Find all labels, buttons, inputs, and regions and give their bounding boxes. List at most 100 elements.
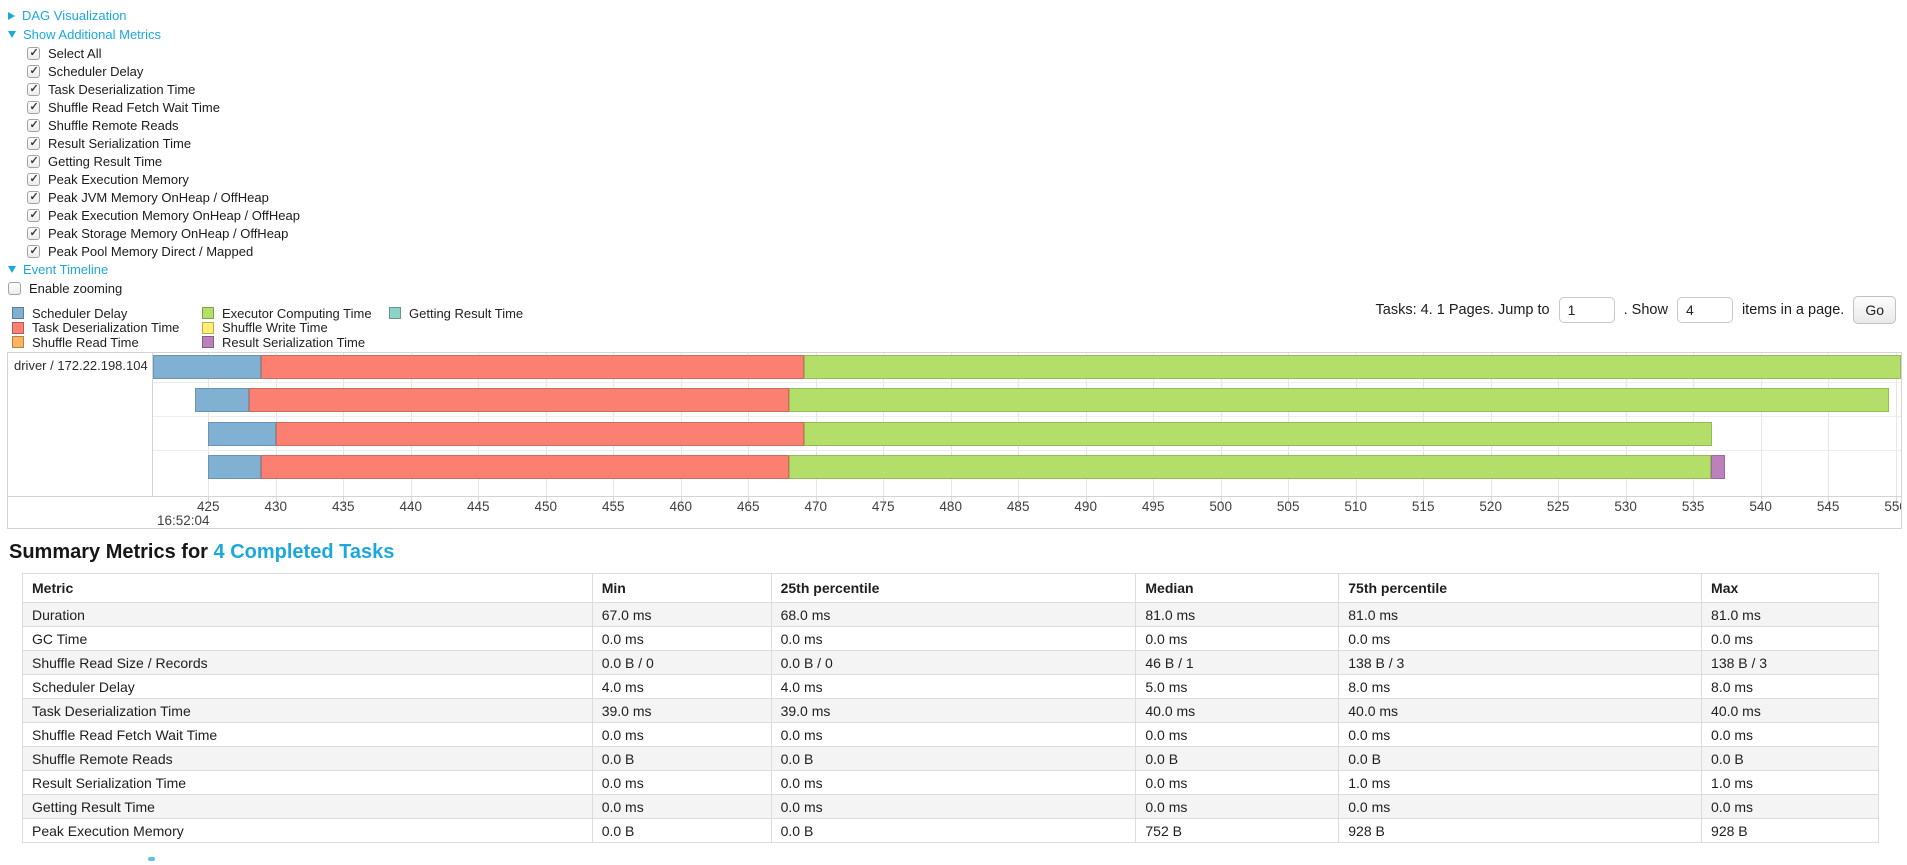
- event-timeline-link[interactable]: Event Timeline: [23, 262, 109, 277]
- timeline-task-segment-task-deserialization[interactable]: [261, 354, 804, 379]
- timeline-task-segment-scheduler-delay[interactable]: [194, 388, 249, 412]
- axis-tick-label: 440: [399, 499, 423, 514]
- metric-checkbox[interactable]: [27, 82, 40, 96]
- metric-checkbox[interactable]: [27, 46, 40, 60]
- go-button[interactable]: Go: [1853, 296, 1896, 324]
- summary-column-header: Min: [591, 573, 772, 603]
- summary-metrics-title: Summary Metrics for 4 Completed Tasks: [9, 541, 394, 564]
- axis-tick-label: 525: [1546, 499, 1570, 514]
- event-timeline-toggle[interactable]: Event Timeline: [8, 260, 300, 279]
- summary-cell: 0.0 ms: [591, 722, 772, 747]
- metric-checkbox-row: Peak Execution Memory OnHeap / OffHeap: [27, 206, 300, 224]
- metric-checkbox[interactable]: [27, 172, 40, 186]
- axis-tick-label: 545: [1816, 499, 1840, 514]
- jump-to-page-input[interactable]: [1558, 297, 1615, 323]
- timeline-task-segment-task-deserialization[interactable]: [248, 388, 789, 412]
- metric-checkbox[interactable]: [27, 118, 40, 132]
- timeline-task-segment-executor-computing[interactable]: [788, 455, 1711, 479]
- metric-checkbox[interactable]: [27, 64, 40, 78]
- summary-column-header: 25th percentile: [770, 573, 1137, 603]
- timeline-task-segment-task-deserialization[interactable]: [261, 455, 789, 479]
- show-additional-metrics-toggle[interactable]: Show Additional Metrics: [8, 25, 300, 44]
- items-per-page-input[interactable]: [1676, 297, 1733, 323]
- summary-column-header: Metric: [22, 573, 593, 603]
- summary-cell: 0.0 ms: [770, 794, 1137, 819]
- summary-metrics-table: Metric Min 25th percentile Median 75th perce…: [22, 573, 1879, 843]
- legend-item: Shuffle Read Time: [12, 335, 202, 350]
- summary-cell: 81.0 ms: [1338, 602, 1703, 627]
- axis-tick-label: 515: [1411, 499, 1435, 514]
- summary-cell: Getting Result Time: [22, 794, 593, 819]
- summary-cell: 0.0 ms: [1701, 794, 1879, 819]
- timeline-task-segment-scheduler-delay[interactable]: [153, 354, 261, 379]
- metric-checkbox[interactable]: [27, 226, 40, 240]
- axis-tick-label: 435: [332, 499, 355, 514]
- metric-checkbox-row: Task Deserialization Time: [27, 80, 300, 98]
- summary-cell: 0.0 B: [1135, 746, 1340, 771]
- row-separator: [153, 416, 1901, 417]
- summary-cell: 1.0 ms: [1338, 770, 1703, 795]
- summary-cell: 0.0 B: [770, 746, 1137, 771]
- timeline-task-segment-executor-computing[interactable]: [788, 388, 1889, 412]
- summary-cell: 0.0 ms: [1338, 794, 1703, 819]
- axis-tick: [1558, 497, 1560, 507]
- summary-cell: Task Deserialization Time: [22, 698, 593, 723]
- timeline-task-segment-scheduler-delay[interactable]: [208, 455, 261, 479]
- axis-tick-label: 450: [534, 499, 558, 514]
- metric-checkbox-row: Scheduler Delay: [27, 62, 300, 80]
- axis-tick: [1895, 497, 1897, 507]
- summary-table-header-row: Metric Min 25th percentile Median 75th perce…: [22, 573, 1879, 603]
- summary-cell: 5.0 ms: [1135, 674, 1340, 699]
- timeline-task-segment-executor-computing[interactable]: [803, 354, 1901, 379]
- axis-tick: [275, 497, 277, 507]
- metric-checkbox[interactable]: [27, 100, 40, 114]
- metric-checkbox[interactable]: [27, 154, 40, 168]
- show-additional-metrics-link[interactable]: Show Additional Metrics: [23, 27, 162, 42]
- completed-tasks-link[interactable]: 4 Completed Tasks: [213, 541, 395, 563]
- metric-checkbox[interactable]: [27, 208, 40, 222]
- summary-cell: 46 B / 1: [1135, 650, 1340, 675]
- axis-tick-label: 490: [1074, 499, 1097, 514]
- enable-zooming-checkbox[interactable]: [8, 281, 21, 295]
- summary-cell: 0.0 B: [591, 746, 772, 771]
- axis-tick-label: 460: [669, 499, 693, 514]
- summary-cell: 8.0 ms: [1338, 674, 1703, 699]
- legend-swatch: [202, 336, 214, 349]
- dag-visualization-link[interactable]: DAG Visualization: [22, 8, 127, 23]
- timeline-task-segment-scheduler-delay[interactable]: [208, 421, 276, 446]
- summary-cell: Result Serialization Time: [22, 770, 593, 795]
- axis-tick: [343, 497, 345, 507]
- axis-tick-label: 445: [467, 499, 490, 514]
- metric-checkbox-label: Shuffle Remote Reads: [48, 117, 179, 133]
- metric-checkbox[interactable]: [27, 190, 40, 204]
- timeline-legend: Scheduler Delay Task Deserialization Time…: [12, 306, 523, 350]
- summary-table-row: Shuffle Read Fetch Wait Time 0.0 ms 0.0 ms…: [22, 722, 1879, 747]
- axis-tick: [208, 497, 210, 507]
- axis-tick: [1220, 497, 1222, 507]
- timeline-task-segment-executor-computing[interactable]: [803, 421, 1712, 446]
- legend-label: Getting Result Time: [409, 305, 524, 321]
- legend-item: Task Deserialization Time: [12, 320, 202, 335]
- summary-cell: 40.0 ms: [1338, 698, 1703, 723]
- pagination-show-text: . Show: [1623, 302, 1668, 318]
- summary-cell: 0.0 ms: [591, 794, 772, 819]
- summary-cell: 752 B: [1135, 818, 1340, 843]
- metric-checkbox[interactable]: [27, 244, 40, 258]
- summary-cell: 40.0 ms: [1135, 698, 1340, 723]
- axis-tick-label: 475: [871, 499, 895, 514]
- summary-cell: 0.0 B / 0: [770, 650, 1137, 675]
- timeline-task-segment-result-serialization[interactable]: [1710, 455, 1726, 479]
- legend-label: Scheduler Delay: [32, 305, 128, 321]
- legend-swatch: [389, 307, 401, 320]
- legend-column: Getting Result Time: [389, 306, 523, 350]
- axis-tick-label: 480: [939, 499, 962, 514]
- dag-visualization-toggle[interactable]: DAG Visualization: [8, 6, 300, 25]
- legend-swatch: [202, 321, 214, 334]
- axis-tick-label: 540: [1749, 499, 1772, 514]
- summary-cell: GC Time: [22, 626, 593, 651]
- gridline: [1760, 353, 1762, 496]
- summary-cell: 0.0 ms: [591, 626, 772, 651]
- timeline-task-segment-task-deserialization[interactable]: [275, 421, 804, 446]
- axis-tick: [815, 497, 817, 507]
- metric-checkbox[interactable]: [27, 136, 40, 150]
